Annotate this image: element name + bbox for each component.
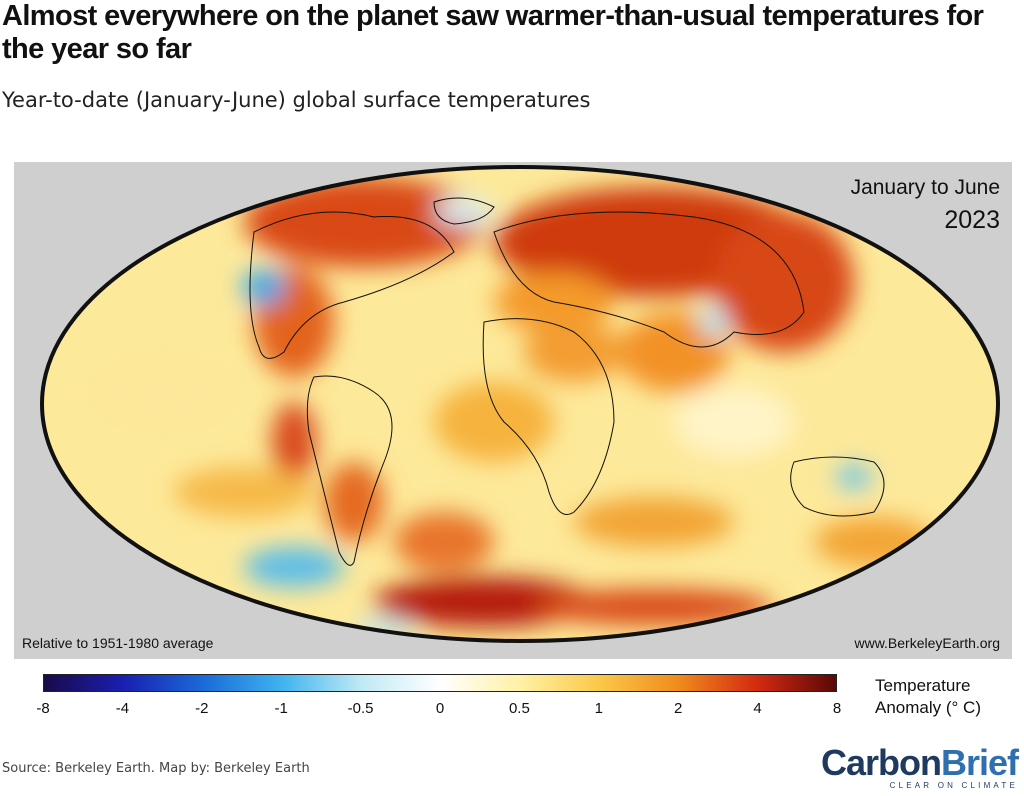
colorbar-tick-label: -8 xyxy=(36,700,50,717)
brand-part2: Brief xyxy=(940,742,1019,783)
legend-title-line1: Temperature xyxy=(875,676,971,695)
legend-title: Temperature Anomaly (° C) xyxy=(875,675,981,719)
colorbar-tick-labels: -8 -4 -2 -1 -0.5 0 0.5 1 2 4 8 xyxy=(0,700,1024,720)
credit-url: www.BerkeleyEarth.org xyxy=(854,635,1000,651)
colorbar-tick-label: 4 xyxy=(753,700,762,717)
colorbar-tick-label: 1 xyxy=(594,700,603,717)
period-months: January to June xyxy=(850,176,1000,199)
period-year: 2023 xyxy=(944,206,1000,234)
baseline-note: Relative to 1951-1980 average xyxy=(22,635,214,651)
colorbar xyxy=(43,674,837,692)
colorbar-tick-label: -4 xyxy=(115,700,130,717)
colorbar-tick-label: 0.5 xyxy=(508,700,530,717)
map-panel: January to June 2023 Relative to 1951-19… xyxy=(14,162,1012,659)
period-label: January to June 2023 xyxy=(851,176,1000,235)
world-temperature-map xyxy=(40,165,1000,643)
colorbar-tick-label: 2 xyxy=(674,700,683,717)
chart-title: Almost everywhere on the planet saw warm… xyxy=(2,0,984,65)
colorbar-tick-label: -2 xyxy=(195,700,209,717)
source-note: Source: Berkeley Earth. Map by: Berkeley… xyxy=(2,761,310,776)
brand-tagline: CLEAR ON CLIMATE xyxy=(889,781,1018,790)
colorbar-tick-label: -0.5 xyxy=(347,700,374,717)
colorbar-tick-label: 8 xyxy=(832,700,842,717)
brand-part1: Carbon xyxy=(820,742,942,783)
chart-subtitle: Year-to-date (January-June) global surfa… xyxy=(2,88,591,112)
legend-title-line2: Anomaly (° C) xyxy=(875,698,981,717)
colorbar-tick-label: 0 xyxy=(435,700,445,717)
colorbar-tick-label: -1 xyxy=(274,700,288,717)
carbonbrief-logo: CarbonBrief CLEAR ON CLIMATE xyxy=(820,742,1019,791)
globe-outline xyxy=(40,165,1000,643)
